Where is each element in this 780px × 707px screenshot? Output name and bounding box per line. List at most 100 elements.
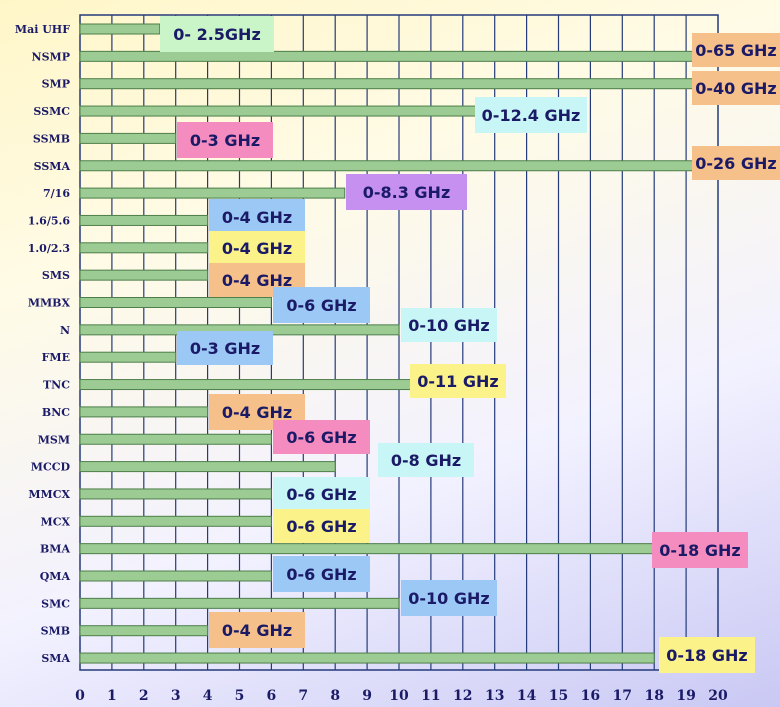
x-tick-label: 16 xyxy=(581,688,600,704)
range-label-box-bg xyxy=(692,71,780,105)
category-label: N xyxy=(60,324,70,337)
range-label-box-bg xyxy=(273,477,370,511)
range-label-box: 0-26 GHz xyxy=(692,146,780,180)
x-tick-label: 3 xyxy=(171,688,181,704)
category-label: SMC xyxy=(41,597,70,610)
category-label: 7/16 xyxy=(43,187,70,200)
bar xyxy=(79,625,209,637)
range-label-box-bg xyxy=(401,580,497,616)
range-label: 0-4 GHz xyxy=(222,208,292,227)
range-label-box: 0-65 GHz xyxy=(692,33,780,67)
category-label: SSMC xyxy=(33,105,70,118)
range-label-box-bg xyxy=(160,16,274,52)
category-label: SSMA xyxy=(34,160,71,173)
range-label: 0-4 GHz xyxy=(222,403,292,422)
range-label: 0-6 GHz xyxy=(286,428,356,447)
range-label-box-bg xyxy=(177,122,273,158)
range-label-box: 0-6 GHz xyxy=(273,287,370,323)
category-label: MCCD xyxy=(31,461,71,474)
bar xyxy=(79,351,177,363)
range-label-box: 0-10 GHz xyxy=(401,308,497,342)
bar xyxy=(79,597,400,609)
range-label: 0-4 GHz xyxy=(222,239,292,258)
bar xyxy=(79,379,432,391)
range-label: 0-18 GHz xyxy=(666,646,747,665)
x-tick-label: 14 xyxy=(517,688,537,704)
x-tick-label: 19 xyxy=(676,688,695,704)
category-label: MSM xyxy=(38,433,70,446)
range-label-box: 0-3 GHz xyxy=(177,122,273,158)
category-label: MMCX xyxy=(28,488,70,501)
range-label-box: 0-4 GHz xyxy=(209,199,305,235)
range-label-box: 0-6 GHz xyxy=(273,556,370,592)
range-label-box: 0-12.4 GHz xyxy=(475,97,587,133)
range-label-box-bg xyxy=(410,364,506,398)
range-label-box-bg xyxy=(177,331,273,365)
category-label: MCX xyxy=(41,515,71,528)
range-label-box-bg xyxy=(273,556,370,592)
range-label-box-bg xyxy=(475,97,587,133)
category-label: SMP xyxy=(42,78,70,91)
bar xyxy=(79,23,161,35)
category-label: NSMP xyxy=(32,50,70,63)
bar xyxy=(79,406,209,418)
range-label-box-bg xyxy=(659,637,755,673)
category-label: SMS xyxy=(42,269,70,282)
range-label-box-bg xyxy=(346,174,467,210)
range-label-box-bg xyxy=(273,287,370,323)
range-label: 0-6 GHz xyxy=(286,485,356,504)
range-label-box: 0-18 GHz xyxy=(659,637,755,673)
x-tick-label: 12 xyxy=(453,688,472,704)
bar xyxy=(79,50,719,62)
range-label-box-bg xyxy=(652,532,748,568)
range-label-box-bg xyxy=(273,509,370,543)
x-tick-label: 20 xyxy=(708,688,728,704)
range-label-box: 0-40 GHz xyxy=(692,71,780,105)
category-label: Mai UHF xyxy=(15,23,70,36)
x-tick-label: 18 xyxy=(644,688,663,704)
bar xyxy=(79,269,209,281)
category-label: SMB xyxy=(41,625,70,638)
range-label-box: 0-18 GHz xyxy=(652,532,748,568)
range-label: 0-4 GHz xyxy=(222,621,292,640)
x-tick-label: 15 xyxy=(549,688,568,704)
range-label: 0-6 GHz xyxy=(286,565,356,584)
category-label: QMA xyxy=(40,570,71,583)
range-label-box-bg xyxy=(401,308,497,342)
range-label: 0-26 GHz xyxy=(695,154,776,173)
range-label-box: 0- 2.5GHz xyxy=(160,16,274,52)
x-tick-label: 6 xyxy=(267,688,277,704)
range-label: 0-65 GHz xyxy=(695,41,776,60)
range-label: 0-11 GHz xyxy=(417,372,498,391)
x-tick-label: 11 xyxy=(421,688,440,704)
range-label-box: 0-3 GHz xyxy=(177,331,273,365)
range-label-boxes: 0- 2.5GHz 0-65 GHz 0-40 GHz 0-12.4 GHz 0-3 G… xyxy=(160,16,780,673)
bar xyxy=(79,78,719,90)
range-label-box: 0-6 GHz xyxy=(273,420,370,454)
range-label-box: 0-6 GHz xyxy=(273,509,370,543)
range-label: 0-6 GHz xyxy=(286,517,356,536)
range-label-box: 0-4 GHz xyxy=(209,263,305,297)
range-label: 0- 2.5GHz xyxy=(173,25,261,44)
range-label: 0-18 GHz xyxy=(659,541,740,560)
range-label-box: 0-8 GHz xyxy=(378,443,474,477)
range-label-box: 0-4 GHz xyxy=(209,231,305,265)
category-label: 1.6/5.6 xyxy=(28,214,71,227)
category-label: MMBX xyxy=(28,297,71,310)
range-label: 0-40 GHz xyxy=(695,79,776,98)
range-label-box-bg xyxy=(273,420,370,454)
bar xyxy=(79,297,272,308)
range-label-box-bg xyxy=(692,146,780,180)
range-label: 0-8.3 GHz xyxy=(363,183,451,202)
category-labels: Mai UHF NSMP SMP SSMC SSMB SSMA 7/16 1.6/5.6 1.0… xyxy=(15,23,71,665)
category-label: BMA xyxy=(40,543,70,556)
category-label: 1.0/2.3 xyxy=(28,242,70,255)
range-label-box-bg xyxy=(692,33,780,67)
x-tick-label: 10 xyxy=(389,688,409,704)
bar xyxy=(79,242,209,254)
x-tick-label: 7 xyxy=(298,688,308,704)
bar xyxy=(79,570,272,582)
bar xyxy=(79,461,336,473)
range-label-box-bg xyxy=(209,231,305,265)
